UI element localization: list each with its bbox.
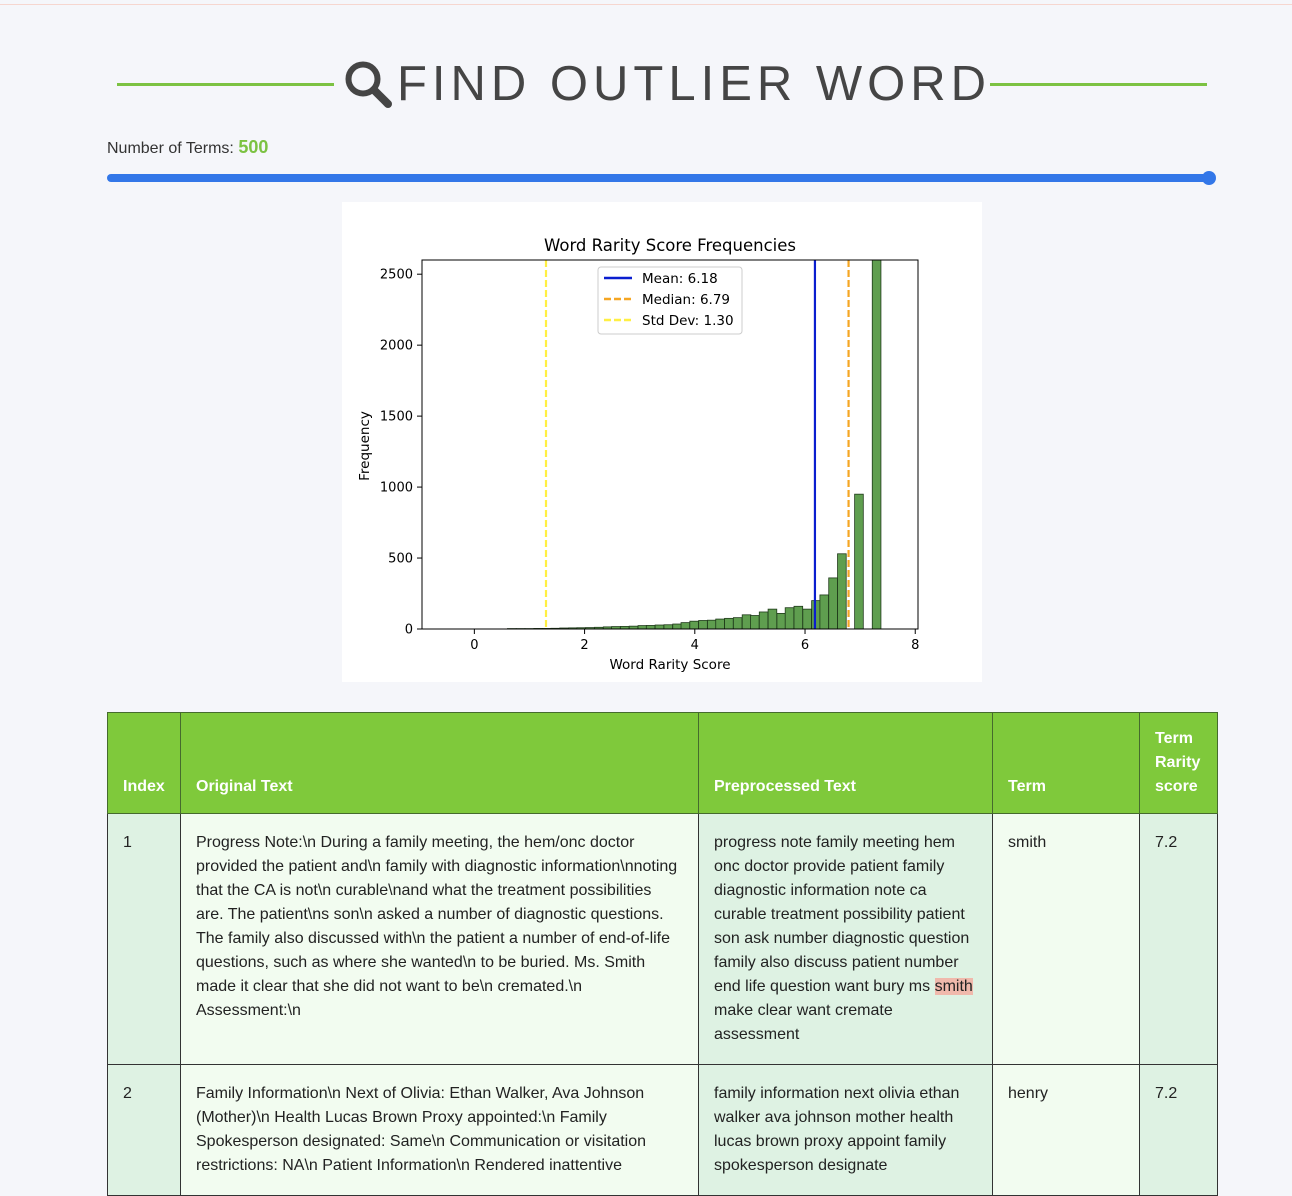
histogram-bar (794, 606, 803, 629)
histogram-bar (855, 494, 864, 629)
slider-track[interactable] (107, 174, 1207, 182)
histogram-bar (803, 609, 812, 629)
x-tick-label: 8 (911, 638, 919, 653)
header-original-text: Original Text (181, 713, 699, 814)
title-rule-left (117, 83, 334, 86)
cell-preprocessed-text: family information next olivia ethan wal… (699, 1065, 993, 1196)
histogram-bar (759, 612, 768, 629)
cell-original-text: Progress Note:\n During a family meeting… (181, 814, 699, 1065)
histogram-bar (690, 621, 699, 629)
x-tick-label: 6 (801, 638, 809, 653)
terms-label-text: Number of Terms: (107, 140, 234, 157)
top-border (0, 4, 1292, 5)
table-header-row: Index Original Text Preprocessed Text Te… (108, 713, 1218, 814)
x-axis-label: Word Rarity Score (609, 657, 730, 673)
cell-rarity-score: 7.2 (1140, 1065, 1218, 1196)
header-index: Index (108, 713, 181, 814)
cell-original-text: Family Information\n Next of Olivia: Eth… (181, 1065, 699, 1196)
histogram-bar (673, 624, 682, 629)
histogram-bar (655, 625, 664, 629)
histogram-bar (733, 618, 742, 629)
cell-term: smith (993, 814, 1140, 1065)
y-axis-ticks: 0 500 1000 1500 2000 2500 (380, 268, 422, 638)
histogram-bar (750, 616, 759, 629)
terms-slider[interactable] (107, 171, 1216, 185)
terms-control-label: Number of Terms: 500 (107, 137, 268, 158)
histogram-bar (716, 619, 725, 629)
histogram-bar (820, 595, 829, 629)
x-tick-label: 0 (470, 638, 478, 653)
preprocessed-text-before: family information next olivia ethan wal… (714, 1085, 959, 1174)
histogram-bar (699, 620, 708, 629)
table-row: 2 Family Information\n Next of Olivia: E… (108, 1065, 1218, 1196)
title-rule-right (990, 83, 1207, 86)
header-rarity-score: Term Rarity score (1140, 713, 1218, 814)
histogram-bar (768, 609, 777, 629)
cell-index: 2 (108, 1065, 181, 1196)
page-header: FIND OUTLIER WORD (117, 56, 1207, 112)
table-row: 1 Progress Note:\n During a family meeti… (108, 814, 1218, 1065)
histogram-bar (664, 625, 673, 629)
x-axis-ticks: 0 2 4 6 8 (470, 629, 919, 653)
legend-label: Mean: 6.18 (642, 271, 718, 287)
chart-title: Word Rarity Score Frequencies (544, 236, 796, 255)
y-tick-label: 0 (405, 623, 413, 638)
slider-thumb[interactable] (1202, 171, 1216, 185)
rarity-chart: Word Rarity Score Frequencies 0 2 4 6 8 0 500… (342, 202, 982, 682)
header-preprocessed-text: Preprocessed Text (699, 713, 993, 814)
legend-label: Std Dev: 1.30 (642, 313, 734, 329)
y-tick-label: 1000 (380, 481, 413, 496)
rarity-chart-svg: Word Rarity Score Frequencies 0 2 4 6 8 0 500… (342, 202, 982, 682)
histogram-bar (838, 554, 847, 629)
histogram-bar (638, 626, 647, 629)
y-tick-label: 1500 (380, 410, 413, 425)
cell-term: henry (993, 1065, 1140, 1196)
cell-rarity-score: 7.2 (1140, 814, 1218, 1065)
histogram-bar (785, 608, 794, 629)
preprocessed-text-before: progress note family meeting hem onc doc… (714, 834, 969, 995)
histogram-bar (829, 578, 838, 629)
y-tick-label: 500 (388, 552, 413, 567)
cell-preprocessed-text: progress note family meeting hem onc doc… (699, 814, 993, 1065)
header-term: Term (993, 713, 1140, 814)
y-tick-label: 2000 (380, 339, 413, 354)
cell-index: 1 (108, 814, 181, 1065)
histogram-bar (725, 618, 734, 629)
preprocessed-text-after: make clear want cremate assessment (714, 1002, 893, 1043)
histogram-bar (707, 620, 716, 629)
chart-legend: Mean: 6.18 Median: 6.79 Std Dev: 1.30 (598, 267, 742, 334)
x-tick-label: 2 (580, 638, 588, 653)
terms-value: 500 (238, 137, 268, 157)
histogram-bar (872, 260, 881, 629)
search-icon (342, 58, 394, 110)
histogram-bar (646, 625, 655, 629)
highlighted-term: smith (935, 978, 973, 995)
results-table: Index Original Text Preprocessed Text Te… (107, 712, 1218, 1196)
y-tick-label: 2500 (380, 268, 413, 283)
histogram-bar (742, 615, 751, 629)
legend-label: Median: 6.79 (642, 292, 730, 308)
x-tick-label: 4 (691, 638, 699, 653)
page-title: FIND OUTLIER WORD (397, 56, 991, 112)
histogram-bar (777, 613, 786, 629)
histogram-bar (681, 623, 690, 629)
y-axis-label: Frequency (357, 411, 373, 481)
